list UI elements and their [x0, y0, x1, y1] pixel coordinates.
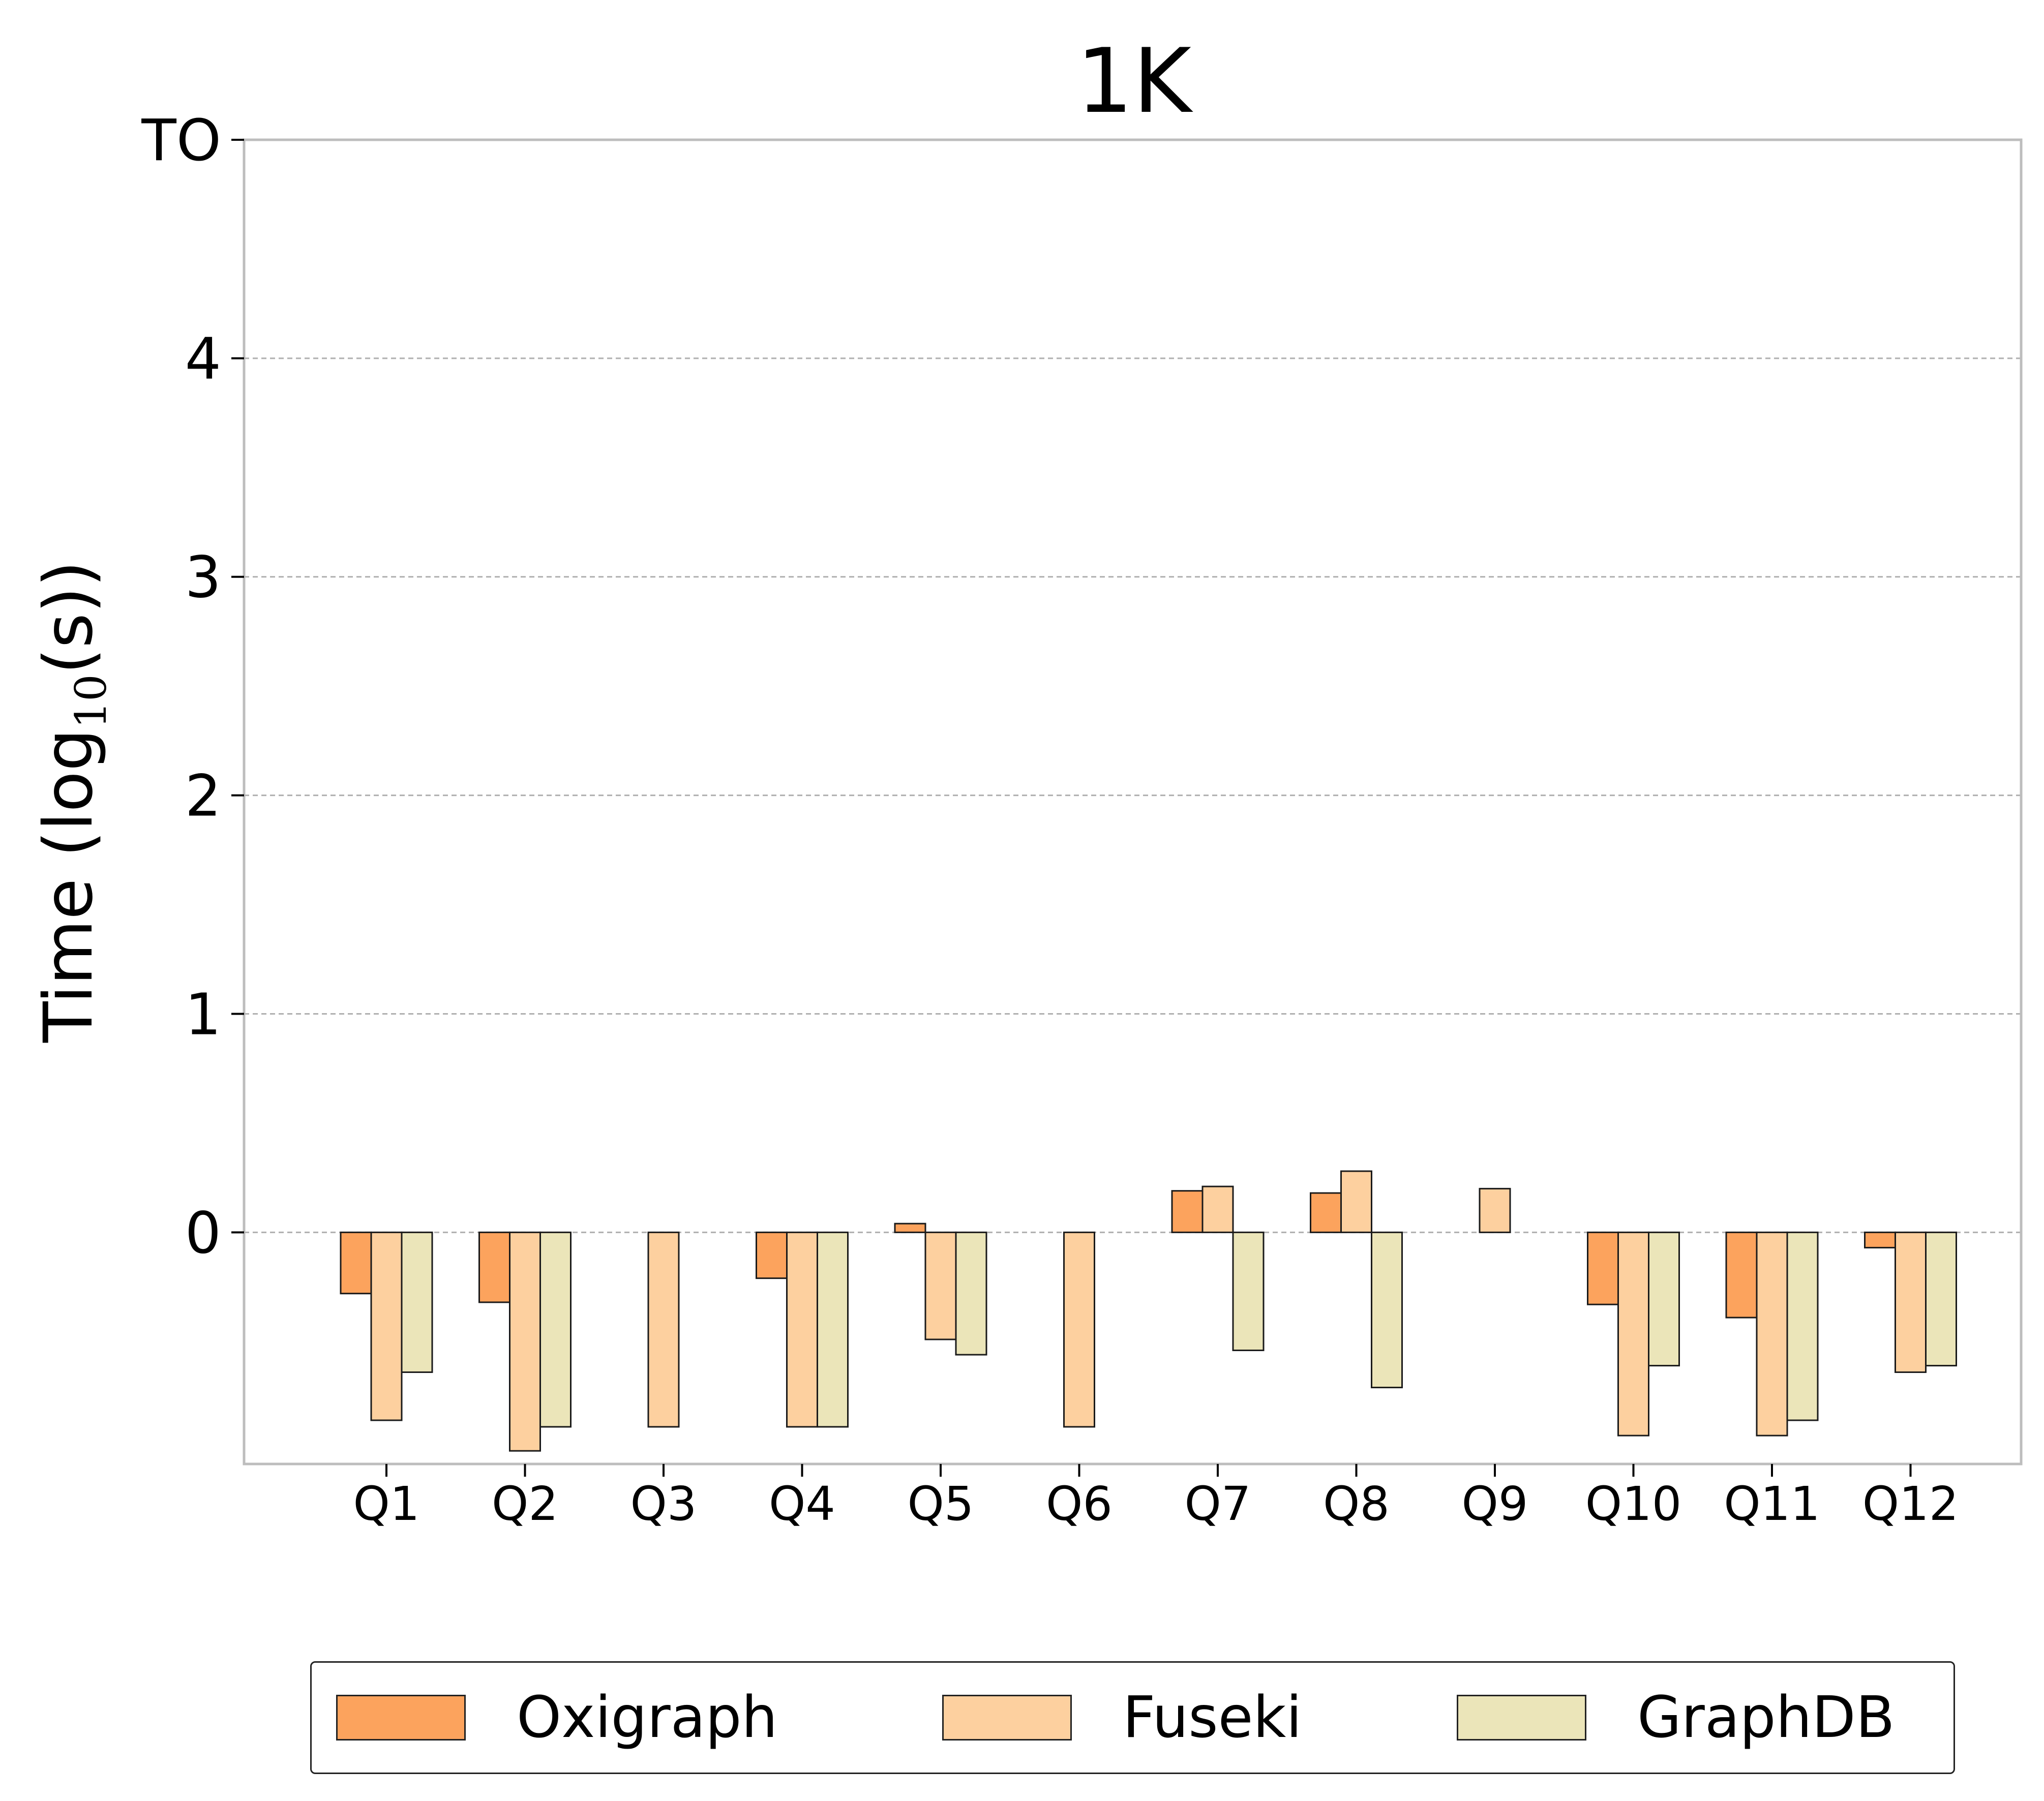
- bar-graphdb-q11: [1786, 1231, 1819, 1421]
- y-axis-label-suffix: (s)): [29, 561, 108, 674]
- y-axis-label-prefix: Time (log: [29, 728, 108, 1043]
- ticks: 0 1 2 3 4 TO Q1 Q2 Q3 Q4 Q5 Q6 Q7 Q8 Q9 Q10 Q11 Q12: [141, 108, 1959, 1531]
- x-tick-label-Q10: Q10: [1585, 1477, 1681, 1531]
- legend-swatch-graphdb: [1457, 1695, 1586, 1741]
- x-tick-label-Q1: Q1: [353, 1477, 420, 1531]
- bar-oxigraph-q4: [756, 1231, 788, 1279]
- bar-oxigraph-q10: [1587, 1231, 1619, 1305]
- bar-fuseki-q8: [1340, 1170, 1372, 1233]
- x-tick-label-Q7: Q7: [1185, 1477, 1251, 1531]
- y-axis-label: Time (log10(s)): [29, 561, 116, 1043]
- bar-fuseki-q2: [509, 1231, 541, 1452]
- y-tick-label-2: 2: [185, 764, 221, 830]
- legend-swatch-fuseki: [942, 1695, 1072, 1741]
- x-tick-label-Q9: Q9: [1462, 1477, 1528, 1531]
- x-tick-label-Q5: Q5: [908, 1477, 974, 1531]
- x-tick-label-Q8: Q8: [1323, 1477, 1390, 1531]
- legend-label-graphdb: GraphDB: [1637, 1685, 1895, 1751]
- plot-frame: [243, 138, 2023, 1466]
- bar-graphdb-q8: [1371, 1231, 1403, 1389]
- bar-oxigraph-q8: [1310, 1192, 1342, 1233]
- x-tick-label-Q11: Q11: [1724, 1477, 1820, 1531]
- chart-title: 1K: [1076, 30, 1193, 133]
- x-tick-label-Q4: Q4: [769, 1477, 835, 1531]
- bar-oxigraph-q7: [1171, 1190, 1204, 1233]
- x-tick-label-Q6: Q6: [1046, 1477, 1113, 1531]
- bar-graphdb-q2: [539, 1231, 572, 1428]
- y-tick-label-3: 3: [185, 545, 221, 611]
- legend-item-graphdb: GraphDB: [1457, 1663, 1895, 1773]
- bar-oxigraph-q2: [478, 1231, 510, 1303]
- bar-graphdb-q1: [401, 1231, 433, 1373]
- grid-lines: [244, 357, 2021, 1233]
- bar-fuseki-q5: [924, 1231, 957, 1340]
- bar-oxigraph-q1: [340, 1231, 372, 1295]
- legend-item-fuseki: Fuseki: [942, 1663, 1302, 1773]
- bar-graphdb-q4: [817, 1231, 849, 1428]
- bar-graphdb-q10: [1648, 1231, 1680, 1367]
- legend-label-oxigraph: Oxigraph: [517, 1685, 778, 1751]
- x-tick-label-Q12: Q12: [1862, 1477, 1959, 1531]
- x-tick-label-Q3: Q3: [630, 1477, 697, 1531]
- bar-graphdb-q5: [955, 1231, 987, 1356]
- bar-fuseki-q12: [1895, 1231, 1927, 1373]
- bar-oxigraph-q5: [894, 1223, 926, 1233]
- bar-fuseki-q1: [370, 1231, 403, 1421]
- bar-oxigraph-q11: [1725, 1231, 1758, 1319]
- bar-graphdb-q7: [1232, 1231, 1265, 1351]
- bar-fuseki-q9: [1479, 1187, 1511, 1233]
- legend-label-fuseki: Fuseki: [1123, 1685, 1302, 1751]
- y-tick-label-0: 0: [185, 1200, 221, 1266]
- y-tick-label-TO: TO: [141, 108, 221, 174]
- bar-fuseki-q10: [1617, 1231, 1649, 1437]
- bar-fuseki-q3: [647, 1231, 680, 1428]
- bar-fuseki-q7: [1201, 1185, 1234, 1233]
- bar-fuseki-q6: [1063, 1231, 1095, 1428]
- y-axis-label-subscript: 10: [66, 674, 116, 728]
- y-tick-label-4: 4: [185, 326, 221, 392]
- legend: Oxigraph Fuseki GraphDB: [310, 1661, 1955, 1774]
- bar-fuseki-q4: [786, 1231, 818, 1428]
- legend-item-oxigraph: Oxigraph: [336, 1663, 777, 1773]
- bar-oxigraph-q12: [1864, 1231, 1896, 1248]
- y-tick-label-1: 1: [185, 982, 221, 1048]
- bar-graphdb-q12: [1925, 1231, 1957, 1367]
- x-tick-label-Q2: Q2: [492, 1477, 558, 1531]
- legend-swatch-oxigraph: [336, 1695, 466, 1741]
- bars: [340, 1170, 1957, 1452]
- bar-fuseki-q11: [1756, 1231, 1788, 1437]
